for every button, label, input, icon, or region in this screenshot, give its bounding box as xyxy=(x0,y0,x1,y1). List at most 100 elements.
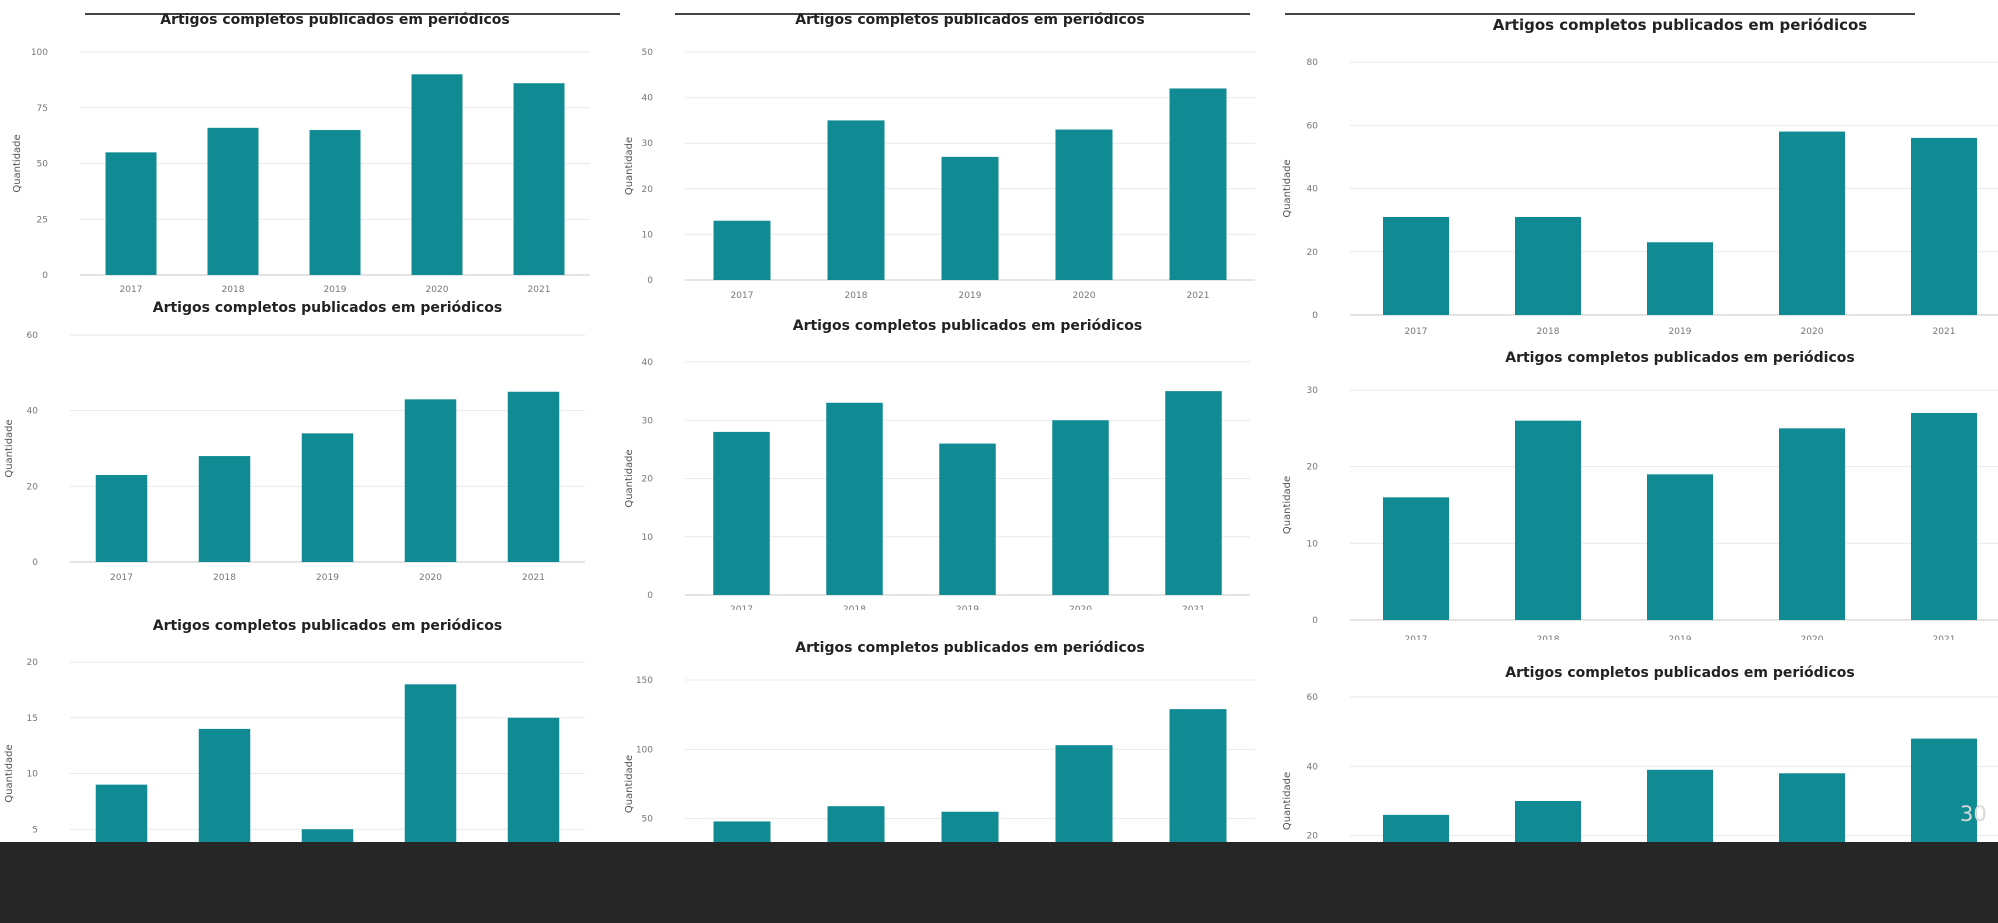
y-tick-label: 0 xyxy=(1312,616,1318,626)
top-rule-right xyxy=(1285,13,1915,15)
x-tick-label: 2020 xyxy=(1801,327,1824,337)
y-tick-label: 60 xyxy=(27,331,39,341)
y-tick-label: 20 xyxy=(642,185,654,195)
x-tick-label: 2017 xyxy=(730,605,753,610)
y-tick-label: 50 xyxy=(37,160,49,170)
bar-2019 xyxy=(1647,474,1713,620)
y-axis-label: Quantidade xyxy=(624,755,635,813)
bar-2021 xyxy=(1169,88,1227,280)
chart-title: Artigos completos publicados em periódic… xyxy=(793,318,1142,334)
y-tick-label: 150 xyxy=(636,676,653,686)
x-tick-label: 2020 xyxy=(1073,291,1096,301)
chart-title: Artigos completos publicados em periódic… xyxy=(1505,665,1854,681)
x-tick-label: 2018 xyxy=(222,285,245,295)
bar-2018 xyxy=(198,456,251,562)
x-tick-label: 2021 xyxy=(1933,327,1956,337)
x-tick-label: 2018 xyxy=(213,573,236,583)
bar-2017 xyxy=(1383,497,1449,620)
bar-2020 xyxy=(1052,420,1109,595)
y-tick-label: 80 xyxy=(1307,58,1319,68)
chart-panel: Artigos completos publicados em periódic… xyxy=(1270,340,1998,640)
y-axis-label: Quantidade xyxy=(624,449,635,507)
y-tick-label: 10 xyxy=(642,533,654,543)
x-tick-label: 2019 xyxy=(324,285,347,295)
chart-title: Artigos completos publicados em periódic… xyxy=(1493,16,1868,34)
bar-chart: Artigos completos publicados em periódic… xyxy=(1282,16,1998,337)
bar-2017 xyxy=(105,152,157,275)
y-axis-label: Quantidade xyxy=(1282,159,1293,217)
slide-footer xyxy=(0,842,1998,923)
y-axis-label: Quantidade xyxy=(4,744,15,802)
y-axis-label: Quantidade xyxy=(4,419,15,477)
x-tick-label: 2018 xyxy=(1537,327,1560,337)
y-tick-label: 0 xyxy=(42,271,48,281)
y-tick-label: 5 xyxy=(32,825,38,835)
bar-2017 xyxy=(713,431,770,595)
y-tick-label: 40 xyxy=(1307,185,1319,195)
y-tick-label: 10 xyxy=(642,230,654,240)
y-tick-label: 50 xyxy=(642,815,654,825)
x-tick-label: 2019 xyxy=(956,605,979,610)
x-tick-label: 2021 xyxy=(1933,635,1956,640)
bar-2021 xyxy=(507,391,560,562)
bar-2020 xyxy=(1055,129,1113,280)
y-tick-label: 20 xyxy=(27,658,39,668)
y-tick-label: 0 xyxy=(1312,311,1318,321)
bar-2018 xyxy=(1515,420,1581,620)
x-tick-label: 2019 xyxy=(1669,635,1692,640)
x-tick-label: 2020 xyxy=(426,285,449,295)
y-tick-label: 30 xyxy=(1307,386,1319,396)
y-tick-label: 20 xyxy=(1307,463,1319,473)
bar-2018 xyxy=(826,402,883,595)
top-rule-middle xyxy=(675,13,1250,15)
chart-panel: Artigos completos publicados em periódic… xyxy=(0,300,600,590)
y-tick-label: 60 xyxy=(1307,693,1319,703)
bar-chart: Artigos completos publicados em periódic… xyxy=(624,318,1250,610)
y-tick-label: 50 xyxy=(642,48,654,58)
y-tick-label: 0 xyxy=(647,276,653,286)
chart-panel: Artigos completos publicados em periódic… xyxy=(620,310,1260,610)
y-tick-label: 40 xyxy=(642,94,654,104)
x-tick-label: 2020 xyxy=(1801,635,1824,640)
x-tick-label: 2021 xyxy=(522,573,545,583)
y-tick-label: 20 xyxy=(1307,832,1319,842)
bar-chart: Artigos completos publicados em periódic… xyxy=(1282,350,1998,640)
y-tick-label: 15 xyxy=(27,714,38,724)
y-tick-label: 100 xyxy=(636,745,653,755)
x-tick-label: 2017 xyxy=(110,573,133,583)
bar-2019 xyxy=(939,443,996,595)
x-tick-label: 2021 xyxy=(528,285,551,295)
bar-chart: Artigos completos publicados em periódic… xyxy=(12,12,590,295)
chart-title: Artigos completos publicados em periódic… xyxy=(795,12,1144,28)
x-tick-label: 2020 xyxy=(419,573,442,583)
y-axis-label: Quantidade xyxy=(1282,476,1293,534)
bar-2019 xyxy=(301,433,354,562)
x-tick-label: 2020 xyxy=(1069,605,1092,610)
x-tick-label: 2018 xyxy=(1537,635,1560,640)
bar-chart: Artigos completos publicados em periódic… xyxy=(624,12,1255,301)
chart-panel: Artigos completos publicados em periódic… xyxy=(620,0,1260,310)
bar-2020 xyxy=(404,399,457,562)
bar-2018 xyxy=(827,120,885,281)
x-tick-label: 2017 xyxy=(731,291,754,301)
bar-2020 xyxy=(1779,131,1845,315)
y-tick-label: 25 xyxy=(37,215,48,225)
bar-2017 xyxy=(1383,216,1449,315)
y-tick-label: 60 xyxy=(1307,121,1319,131)
y-tick-label: 40 xyxy=(27,407,39,417)
bar-2019 xyxy=(309,130,361,275)
chart-panel: Artigos completos publicados em periódic… xyxy=(0,0,600,300)
bar-2020 xyxy=(411,74,463,275)
y-tick-label: 20 xyxy=(27,482,39,492)
bar-2020 xyxy=(1779,428,1845,620)
y-tick-label: 100 xyxy=(31,48,48,58)
chart-title: Artigos completos publicados em periódic… xyxy=(160,12,509,28)
y-tick-label: 40 xyxy=(1307,762,1319,772)
bar-2021 xyxy=(513,83,565,275)
x-tick-label: 2017 xyxy=(1405,327,1428,337)
bar-2018 xyxy=(207,127,259,275)
bar-chart: Artigos completos publicados em periódic… xyxy=(4,300,585,583)
y-tick-label: 10 xyxy=(1307,539,1319,549)
bar-2021 xyxy=(1165,391,1222,595)
x-tick-label: 2021 xyxy=(1187,291,1210,301)
